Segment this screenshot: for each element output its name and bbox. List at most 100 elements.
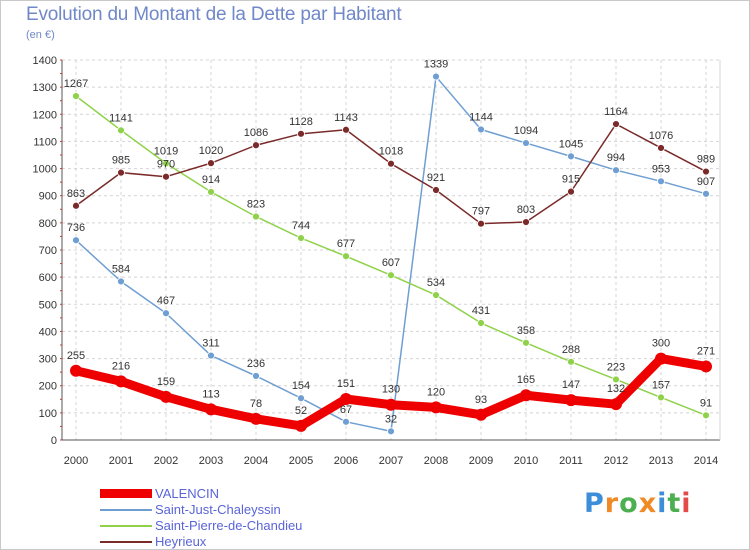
legend-item-heyrieux: Heyrieux [100,534,360,550]
data-point-valencin [160,390,172,403]
axis-layer: 0 100 200 300 400 500 600 700 800 900 1000 1100 1200… [33,55,721,467]
y-tick-label: 300 [39,354,57,366]
data-point-saint-just-chaleyssin [657,177,665,186]
data-point-valencin [700,360,712,373]
data-label-saint-pierre-de-chandieu: 1141 [109,112,133,124]
data-label-saint-pierre-de-chandieu: 288 [562,344,580,356]
data-label-heyrieux: 985 [112,155,130,167]
data-point-saint-pierre-de-chandieu [477,319,485,327]
data-point-saint-just-chaleyssin [432,72,440,81]
x-tick-label: 2009 [469,455,493,467]
data-point-heyrieux [477,219,485,228]
data-label-saint-pierre-de-chandieu: 358 [517,325,535,337]
data-label-heyrieux: 921 [427,172,445,184]
data-point-saint-pierre-de-chandieu [297,234,305,242]
data-label-saint-just-chaleyssin: 67 [340,404,352,416]
data-label-saint-pierre-de-chandieu: 1267 [64,78,88,90]
y-tick-label: 800 [39,218,57,230]
data-point-saint-pierre-de-chandieu [342,252,350,261]
data-label-heyrieux: 915 [562,174,580,186]
x-tick-label: 2014 [694,455,718,467]
data-label-saint-just-chaleyssin: 1339 [424,59,448,71]
data-point-saint-pierre-de-chandieu [117,126,125,135]
legend-swatch-saint-just-chaleyssin [100,509,152,511]
logo-letter: r [604,488,620,519]
data-label-saint-just-chaleyssin: 32 [385,413,397,425]
data-label-heyrieux: 1020 [199,145,223,157]
logo-letter: o [619,488,639,519]
data-point-saint-pierre-de-chandieu [612,375,620,384]
logo-letter: t [667,488,682,519]
data-label-heyrieux: 989 [697,154,715,166]
chart-unit-label: (en €) [26,29,55,41]
data-point-heyrieux [252,141,260,150]
legend-swatch-valencin [100,489,152,498]
data-point-saint-pierre-de-chandieu [432,291,440,299]
data-point-saint-just-chaleyssin [342,417,350,426]
legend-item-saint-just-chaleyssin: Saint-Just-Chaleyssin [100,502,360,518]
data-point-saint-just-chaleyssin [612,166,620,175]
y-tick-label: 1400 [33,55,57,67]
data-point-valencin [115,375,127,388]
y-tick-label: 900 [39,191,57,203]
data-point-valencin [340,393,352,406]
x-tick-label: 2003 [199,455,223,467]
data-point-saint-just-chaleyssin [387,427,395,436]
data-point-saint-just-chaleyssin [207,351,215,360]
data-point-saint-pierre-de-chandieu [567,357,575,366]
data-point-heyrieux [432,186,440,194]
data-point-saint-just-chaleyssin [162,309,170,318]
data-label-heyrieux: 1128 [289,116,313,128]
data-label-saint-pierre-de-chandieu: 677 [337,238,355,250]
data-point-saint-pierre-de-chandieu [522,338,530,347]
data-point-heyrieux [297,129,305,138]
data-label-saint-pierre-de-chandieu: 1019 [154,145,178,157]
data-point-saint-just-chaleyssin [477,125,485,134]
data-point-saint-just-chaleyssin [702,189,710,198]
data-label-saint-just-chaleyssin: 584 [112,263,130,275]
data-label-saint-just-chaleyssin: 311 [202,338,220,350]
series-layer [70,72,712,436]
x-tick-label: 2002 [154,455,178,467]
y-tick-label: 200 [39,381,57,393]
y-tick-label: 500 [39,299,57,311]
data-label-valencin: 165 [517,374,535,386]
data-label-saint-just-chaleyssin: 1094 [514,125,538,137]
data-point-saint-pierre-de-chandieu [207,188,215,196]
data-label-saint-just-chaleyssin: 953 [652,163,670,175]
data-point-heyrieux [342,125,350,134]
data-label-heyrieux: 1086 [244,127,268,139]
data-point-saint-pierre-de-chandieu [387,271,395,280]
data-label-saint-pierre-de-chandieu: 91 [700,397,712,409]
data-label-saint-just-chaleyssin: 1045 [559,138,583,150]
x-tick-label: 2006 [334,455,358,467]
x-tick-label: 2011 [559,455,583,467]
legend: VALENCIN Saint-Just-Chaleyssin Saint-Pie… [100,486,360,550]
x-tick-label: 2000 [64,455,88,467]
data-point-heyrieux [657,144,665,152]
y-tick-label: 700 [39,245,57,257]
data-point-saint-pierre-de-chandieu [162,159,170,168]
data-point-saint-pierre-de-chandieu [72,92,80,100]
data-label-saint-pierre-de-chandieu: 534 [427,277,445,289]
data-label-valencin: 151 [337,378,355,390]
x-tick-label: 2013 [649,455,673,467]
data-label-heyrieux: 1143 [334,112,358,124]
data-point-valencin [475,408,487,421]
data-label-valencin: 78 [250,398,262,410]
x-tick-label: 2004 [244,455,268,467]
data-point-valencin [565,394,577,407]
data-point-saint-just-chaleyssin [252,372,260,380]
data-point-valencin [430,401,442,414]
x-tick-label: 2001 [109,455,133,467]
data-label-heyrieux: 970 [157,159,175,171]
data-label-saint-pierre-de-chandieu: 823 [247,199,265,211]
x-tick-label: 2008 [424,455,448,467]
legend-label-saint-pierre-de-chandieu: Saint-Pierre-de-Chandieu [155,518,303,533]
x-tick-label: 2007 [379,455,403,467]
data-label-valencin: 300 [652,338,670,350]
data-point-valencin [250,412,262,425]
data-label-valencin: 255 [67,350,85,362]
data-label-heyrieux: 863 [67,188,85,200]
